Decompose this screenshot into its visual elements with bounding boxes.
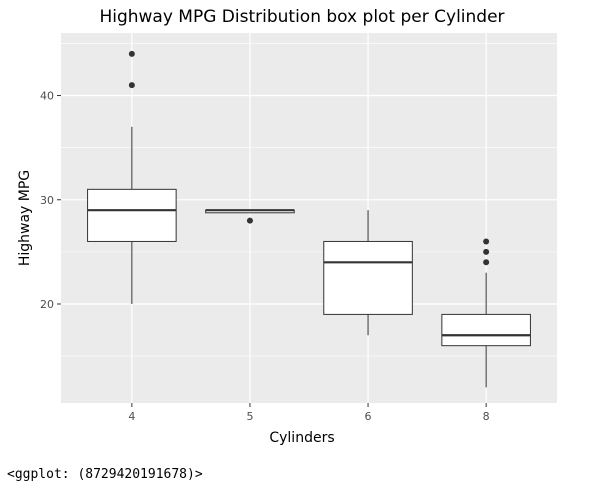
outlier-point [483,238,490,245]
x-tick-label: 5 [246,410,253,423]
outlier-point [246,217,253,224]
outlier-point [128,50,135,57]
box-body [87,188,177,242]
outlier-point [483,259,490,266]
box-series [87,50,531,388]
box-body [441,313,531,347]
y-tick-label: 40 [40,90,54,103]
box-6 [323,210,413,336]
box-5 [205,209,295,224]
y-axis-ticks: 20 30 40 [40,90,61,311]
box-plot-chart: Highway MPG Distribution box plot per Cy… [17,7,557,446]
y-tick-label: 20 [40,298,54,311]
chart-title: Highway MPG Distribution box plot per Cy… [99,7,504,27]
box-body [323,240,413,315]
box-4 [87,50,177,304]
x-tick-label: 8 [483,410,490,423]
console-output: <ggplot: (8729420191678)> [7,467,203,482]
x-axis-ticks: 4 5 6 8 [128,403,490,423]
outlier-point [483,248,490,255]
minor-gridlines [61,43,557,357]
x-tick-label: 6 [365,410,372,423]
box-8 [441,238,531,388]
outlier-point [128,82,135,89]
y-tick-label: 30 [40,194,54,207]
x-axis-title: Cylinders [269,430,334,446]
y-axis-title: Highway MPG [17,170,33,266]
x-tick-label: 4 [128,410,135,423]
